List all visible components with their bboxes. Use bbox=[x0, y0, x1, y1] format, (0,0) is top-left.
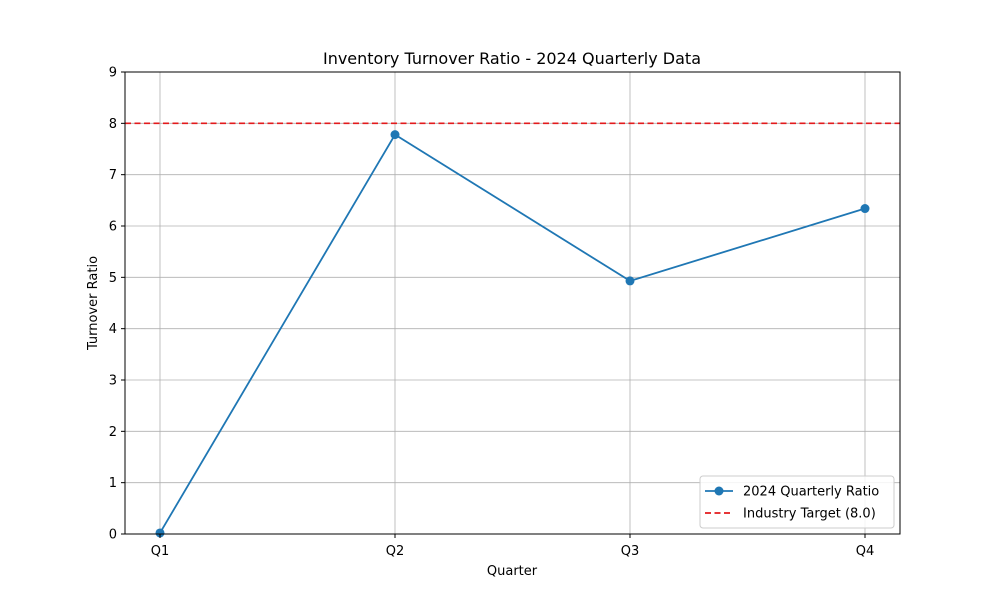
legend-label: 2024 Quarterly Ratio bbox=[743, 485, 879, 500]
x-tick-label: Q4 bbox=[856, 544, 875, 559]
grid bbox=[125, 71, 900, 535]
plot-area-frame bbox=[124, 71, 901, 535]
y-tick-label: 8 bbox=[109, 117, 117, 132]
x-tick-label: Q3 bbox=[621, 544, 640, 559]
x-tick-label: Q1 bbox=[151, 544, 170, 559]
y-tick-label: 9 bbox=[109, 66, 117, 81]
data-point bbox=[860, 204, 870, 214]
y-tick-label: 0 bbox=[109, 528, 117, 543]
series-lines bbox=[155, 130, 870, 538]
legend: 2024 Quarterly Ratio Industry Target (8.0… bbox=[699, 475, 895, 529]
y-tick-label: 6 bbox=[109, 220, 117, 235]
legend-label: Industry Target (8.0) bbox=[743, 507, 876, 522]
y-tick-label: 2 bbox=[109, 425, 117, 440]
y-tick-label: 4 bbox=[109, 322, 117, 337]
y-tick-label: 1 bbox=[109, 476, 117, 491]
data-point bbox=[625, 276, 635, 286]
data-point bbox=[390, 130, 400, 140]
y-tick-label: 7 bbox=[109, 168, 117, 183]
y-axis-label: Turnover Ratio bbox=[86, 256, 101, 351]
x-axis-label: Quarter bbox=[487, 564, 538, 579]
y-tick-label: 3 bbox=[109, 374, 117, 389]
y-tick-label: 5 bbox=[109, 271, 117, 286]
chart-title: Inventory Turnover Ratio - 2024 Quarterl… bbox=[323, 49, 701, 68]
series-line bbox=[159, 133, 866, 534]
legend-box bbox=[699, 475, 895, 529]
legend-swatch-marker bbox=[714, 486, 724, 496]
x-tick-label: Q2 bbox=[386, 544, 405, 559]
data-point bbox=[155, 528, 165, 538]
axis-ticks: 0 1 2 3 4 5 6 7 8 9 Q1 Q2 Q3 Q4 bbox=[109, 66, 875, 560]
